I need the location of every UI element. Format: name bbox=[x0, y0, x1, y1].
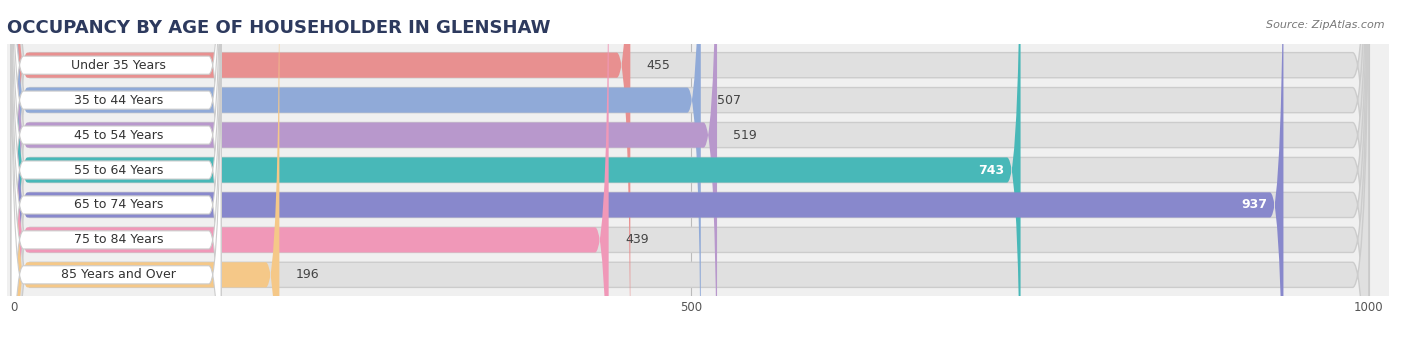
FancyBboxPatch shape bbox=[14, 0, 630, 340]
FancyBboxPatch shape bbox=[14, 0, 717, 340]
Text: 55 to 64 Years: 55 to 64 Years bbox=[75, 164, 163, 176]
FancyBboxPatch shape bbox=[14, 0, 1284, 340]
FancyBboxPatch shape bbox=[11, 0, 221, 340]
FancyBboxPatch shape bbox=[11, 0, 221, 340]
Text: 507: 507 bbox=[717, 94, 741, 107]
Text: 65 to 74 Years: 65 to 74 Years bbox=[75, 199, 163, 211]
Text: 439: 439 bbox=[624, 233, 648, 246]
Text: OCCUPANCY BY AGE OF HOUSEHOLDER IN GLENSHAW: OCCUPANCY BY AGE OF HOUSEHOLDER IN GLENS… bbox=[7, 19, 551, 37]
Text: 196: 196 bbox=[295, 268, 319, 281]
FancyBboxPatch shape bbox=[11, 0, 221, 340]
FancyBboxPatch shape bbox=[14, 0, 1369, 340]
FancyBboxPatch shape bbox=[11, 0, 221, 340]
FancyBboxPatch shape bbox=[14, 0, 1369, 340]
FancyBboxPatch shape bbox=[14, 0, 280, 340]
FancyBboxPatch shape bbox=[14, 0, 1369, 340]
Text: 35 to 44 Years: 35 to 44 Years bbox=[75, 94, 163, 107]
FancyBboxPatch shape bbox=[11, 0, 221, 340]
Text: 519: 519 bbox=[734, 129, 756, 141]
FancyBboxPatch shape bbox=[14, 0, 1369, 340]
FancyBboxPatch shape bbox=[14, 0, 1369, 340]
FancyBboxPatch shape bbox=[14, 0, 1369, 340]
FancyBboxPatch shape bbox=[14, 0, 1021, 340]
Text: 743: 743 bbox=[979, 164, 1004, 176]
Text: Source: ZipAtlas.com: Source: ZipAtlas.com bbox=[1267, 20, 1385, 30]
FancyBboxPatch shape bbox=[14, 0, 1369, 340]
Text: 455: 455 bbox=[647, 59, 671, 72]
Text: 85 Years and Over: 85 Years and Over bbox=[62, 268, 176, 281]
FancyBboxPatch shape bbox=[14, 0, 609, 340]
FancyBboxPatch shape bbox=[14, 0, 700, 340]
Text: 937: 937 bbox=[1241, 199, 1267, 211]
FancyBboxPatch shape bbox=[11, 0, 221, 340]
Text: Under 35 Years: Under 35 Years bbox=[72, 59, 166, 72]
Text: 45 to 54 Years: 45 to 54 Years bbox=[75, 129, 163, 141]
FancyBboxPatch shape bbox=[11, 0, 221, 340]
Text: 75 to 84 Years: 75 to 84 Years bbox=[75, 233, 163, 246]
